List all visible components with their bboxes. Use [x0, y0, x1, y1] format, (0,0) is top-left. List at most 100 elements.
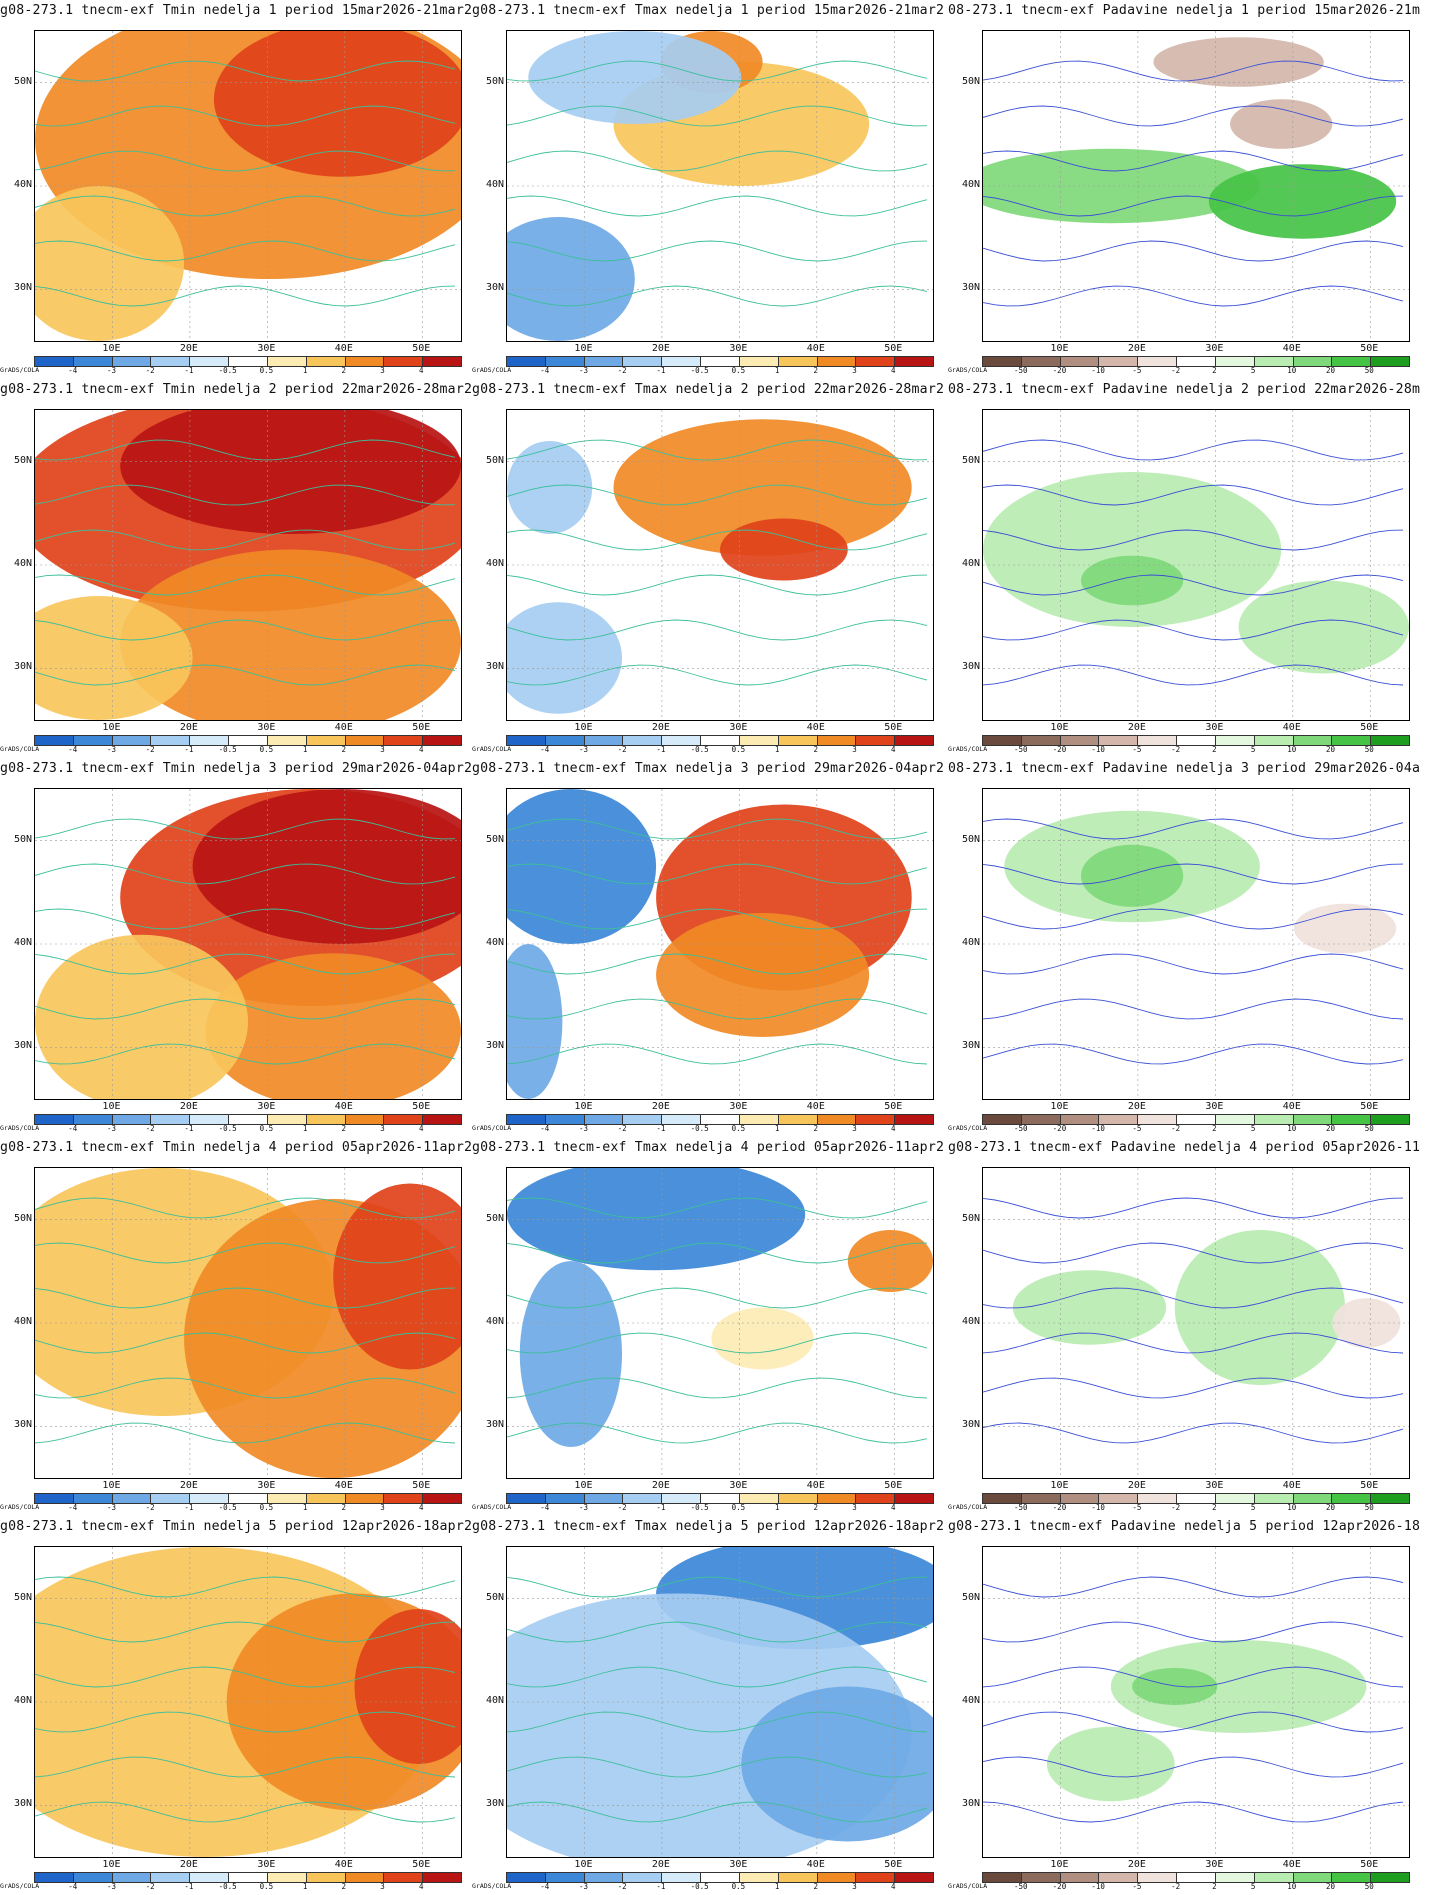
lon-label: 40E	[806, 722, 825, 733]
legend-swatch	[983, 736, 1021, 745]
contour-line	[35, 998, 456, 1020]
legend-tick: 1	[302, 1882, 308, 1891]
legend-swatch	[1331, 736, 1371, 745]
panel-week1-tmin: g08-273.1 tnecm-exf Tmin nedelja 1 perio…	[0, 0, 472, 378]
legend-tick: -5	[1132, 1882, 1142, 1891]
legend-tick: 0.5	[731, 1882, 746, 1891]
lon-label: 10E	[102, 1101, 121, 1112]
lon-label: 20E	[651, 1101, 670, 1112]
legend-tick: 5	[1250, 745, 1256, 754]
lon-label: 30E	[1205, 722, 1224, 733]
anomaly-area	[507, 441, 593, 534]
anomaly-map	[506, 788, 934, 1100]
contour-line	[507, 1666, 928, 1688]
legend-swatch	[661, 736, 701, 745]
anomaly-area	[1332, 1298, 1401, 1348]
lon-label: 50E	[884, 343, 903, 354]
legend-tick: 50	[1364, 1124, 1374, 1133]
lat-label: 40N	[961, 937, 980, 948]
panel-week2-padavine: 08-273.1 tnecm-exf Padavine nedelja 2 pe…	[948, 379, 1420, 757]
anomaly-area	[983, 148, 1260, 224]
legend-swatch	[1098, 1115, 1138, 1124]
legend-tick: 4	[419, 1503, 424, 1512]
legend-tick: -2	[617, 1503, 627, 1512]
legend-tick: 2	[813, 745, 819, 754]
lon-label: 40E	[334, 343, 353, 354]
legend-swatch	[1137, 1494, 1177, 1503]
anomaly-area	[613, 419, 912, 556]
contour-line	[507, 285, 928, 307]
legend-tick: 5	[1250, 1503, 1256, 1512]
lat-label: 50N	[13, 833, 32, 845]
contour-line	[983, 1287, 1404, 1309]
lat-label: 40N	[485, 558, 504, 569]
legend-swatch	[1214, 357, 1254, 366]
contour-line	[983, 240, 1404, 262]
lat-label: 30N	[13, 282, 32, 294]
legend-swatch	[422, 357, 461, 366]
legend-tick: 10	[1287, 745, 1297, 754]
lon-label: 40E	[1282, 1101, 1301, 1112]
legend-swatch	[583, 1873, 623, 1882]
contour-line	[35, 1242, 456, 1264]
legend-swatch	[507, 1494, 545, 1503]
contour-line	[35, 1801, 456, 1823]
color-legend	[982, 1493, 1410, 1504]
legend-tick: -3	[578, 366, 588, 375]
anomaly-area	[120, 410, 461, 534]
legend-tick: 1	[774, 1503, 780, 1512]
legend-swatch	[72, 736, 112, 745]
contour-line	[983, 664, 1404, 686]
legend-swatch	[422, 736, 461, 745]
contour-line	[983, 105, 1404, 127]
legend-swatch	[544, 736, 584, 745]
legend-swatch	[266, 1115, 306, 1124]
contour-line	[983, 195, 1404, 217]
lon-label: 20E	[651, 1480, 670, 1491]
lat-label: 30N	[485, 1419, 504, 1431]
legend-swatch	[422, 1115, 461, 1124]
anomaly-map	[34, 788, 462, 1100]
anomaly-area	[847, 1230, 933, 1292]
legend-tick: -3	[106, 1124, 116, 1133]
anomaly-area	[1208, 164, 1397, 239]
legend-swatch	[305, 357, 345, 366]
legend-swatch	[855, 1115, 895, 1124]
contour-line	[983, 953, 1404, 975]
legend-swatch	[422, 1873, 461, 1882]
anomaly-area	[1174, 1230, 1346, 1385]
anomaly-area	[1046, 1726, 1175, 1802]
legend-swatch	[1098, 357, 1138, 366]
lon-label: 30E	[729, 1859, 748, 1870]
lon-label: 30E	[1205, 1101, 1224, 1112]
legend-swatch	[383, 736, 423, 745]
grads-credit: GrADS/COLA	[472, 366, 512, 374]
contour-line	[507, 150, 928, 172]
legend-swatch	[266, 1494, 306, 1503]
lon-label: 40E	[806, 343, 825, 354]
legend-swatch	[777, 1873, 817, 1882]
contour-line	[35, 1756, 456, 1778]
contour-line	[507, 1287, 928, 1309]
lat-label: 40N	[13, 1316, 32, 1327]
color-legend	[506, 1493, 934, 1504]
legend-tick: 20	[1326, 1124, 1336, 1133]
legend-tick: 2	[1212, 1882, 1217, 1891]
legend-swatch	[1176, 1873, 1215, 1882]
legend-swatch	[583, 357, 623, 366]
legend-tick: 3	[380, 1503, 385, 1512]
legend-swatch	[738, 1115, 778, 1124]
contour-line	[983, 285, 1404, 307]
legend-tick: 2	[813, 1124, 819, 1133]
panel-week4-padavine: g08-273.1 tnecm-exf Padavine nedelja 4 p…	[948, 1137, 1420, 1515]
panel-title: 08-273.1 tnecm-exf Padavine nedelja 1 pe…	[948, 3, 1420, 18]
legend-tick: -50	[1013, 1882, 1028, 1891]
legend-tick: 2	[813, 1503, 819, 1512]
legend-tick: -0.5	[218, 1503, 237, 1512]
lon-label: 10E	[102, 722, 121, 733]
legend-tick: 2	[813, 1882, 819, 1891]
legend-tick: -4	[68, 745, 78, 754]
legend-swatch	[111, 357, 151, 366]
legend-swatch	[1176, 1115, 1215, 1124]
grads-credit: GrADS/COLA	[948, 1882, 988, 1890]
